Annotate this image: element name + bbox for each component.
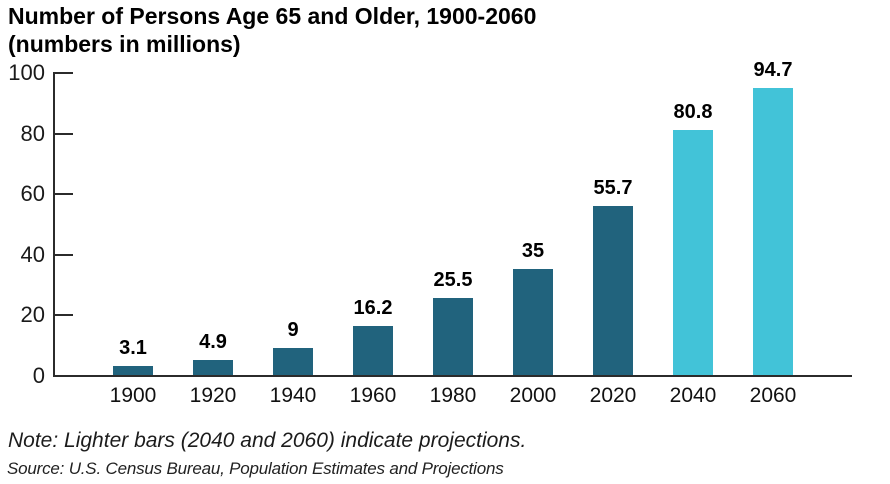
bar — [433, 297, 473, 375]
bar — [353, 325, 393, 375]
bar — [193, 360, 233, 375]
y-tick-label: 0 — [32, 363, 45, 388]
y-tick-mark — [55, 193, 73, 196]
chart-title-line2: (numbers in millions) — [8, 31, 241, 57]
x-tick-label: 2000 — [509, 384, 557, 407]
bar-projected — [673, 130, 713, 375]
bar-value-label: 35 — [521, 239, 545, 262]
y-tick-mark — [55, 72, 73, 74]
bar-projected — [753, 88, 793, 375]
bar-value-label: 3.1 — [119, 336, 147, 359]
bar — [593, 206, 633, 375]
bar-value-label: 55.7 — [593, 177, 633, 200]
y-tick-label: 60 — [20, 181, 45, 207]
y-tick-mark — [55, 253, 73, 256]
x-tick-label: 1920 — [189, 384, 237, 407]
bar — [513, 268, 553, 375]
bar-value-label: 80.8 — [673, 101, 713, 124]
chart-title: Number of Persons Age 65 and Older, 1900… — [8, 2, 536, 58]
bar-value-label: 94.7 — [753, 59, 793, 82]
bar-value-label: 25.5 — [433, 268, 473, 291]
chart-note: Note: Lighter bars (2040 and 2060) indic… — [8, 429, 527, 452]
x-tick-label: 1980 — [429, 384, 477, 407]
y-tick-label: 40 — [20, 241, 45, 267]
y-tick-mark — [55, 314, 73, 317]
bar-value-label: 9 — [287, 318, 299, 341]
x-tick-label: 2060 — [749, 384, 797, 407]
x-tick-label: 2020 — [589, 384, 637, 407]
y-tick-mark — [55, 132, 73, 135]
y-tick-label: 100 — [8, 60, 45, 85]
x-tick-label: 1900 — [109, 384, 157, 407]
bar-value-label: 4.9 — [199, 331, 227, 354]
y-tick-label: 80 — [20, 120, 45, 146]
bar-value-label: 16.2 — [353, 296, 393, 319]
y-tick-label: 20 — [20, 302, 45, 328]
chart-title-line1: Number of Persons Age 65 and Older, 1900… — [8, 3, 537, 29]
bar — [273, 347, 313, 375]
bar — [113, 365, 153, 375]
x-axis-line — [53, 375, 852, 377]
x-tick-label: 1960 — [349, 384, 397, 407]
x-tick-label: 1940 — [269, 384, 317, 407]
chart-source: Source: U.S. Census Bureau, Population E… — [7, 459, 504, 478]
y-axis-line — [53, 72, 55, 377]
x-tick-label: 2040 — [669, 384, 717, 407]
